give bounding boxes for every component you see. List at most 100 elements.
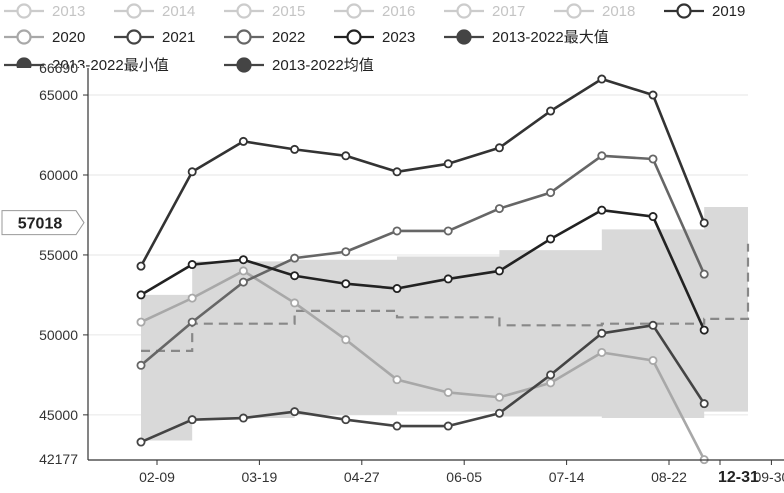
data-point[interactable] [494,143,504,153]
x-tick-label: 12-31 [718,469,759,486]
data-point[interactable] [187,317,197,327]
data-point[interactable] [699,269,709,279]
data-point[interactable] [290,253,300,263]
series-2023 [136,205,709,335]
y-tick-label: 50000 [39,327,78,343]
data-point[interactable] [136,437,146,447]
data-point[interactable] [290,407,300,417]
legend-item-2017[interactable]: 2017 [444,3,525,20]
x-tick-label: 09-30 [753,469,784,485]
data-point[interactable] [494,408,504,418]
legend-item-2015[interactable]: 2015 [224,3,305,20]
data-point[interactable] [494,204,504,214]
data-point[interactable] [597,347,607,357]
data-point[interactable] [648,154,658,164]
data-point[interactable] [546,370,556,380]
y-max-label: 66690 [39,60,78,76]
data-point[interactable] [392,167,402,177]
plot-margin-left [0,68,88,462]
data-point[interactable] [597,151,607,161]
data-point[interactable] [341,247,351,257]
series-line [140,154,706,367]
data-point[interactable] [546,106,556,116]
legend-label: 2022 [272,29,305,46]
data-point[interactable] [648,212,658,222]
legend-label: 2020 [52,29,85,46]
data-point[interactable] [494,266,504,276]
data-point[interactable] [494,392,504,402]
data-point[interactable] [290,144,300,154]
series-line [140,208,706,331]
y-tick-label: 60000 [39,167,78,183]
legend-marker [456,3,472,19]
data-point[interactable] [238,266,248,276]
data-point[interactable] [187,260,197,270]
legend-marker [16,29,32,45]
data-point[interactable] [597,205,607,215]
data-point[interactable] [187,415,197,425]
data-point[interactable] [290,298,300,308]
legend-item-2016[interactable]: 2016 [334,3,415,20]
data-point[interactable] [443,274,453,284]
y-tick-label: 45000 [39,407,78,423]
legend-item-2013-2022[interactable]: 2013-2022均值 [224,57,374,74]
legend-item-2013[interactable]: 2013 [4,3,85,20]
legend-label: 2013-2022均值 [272,57,374,74]
data-point[interactable] [136,290,146,300]
data-point[interactable] [341,335,351,345]
data-point[interactable] [443,226,453,236]
legend-label: 2013-2022最大值 [492,29,609,46]
data-point[interactable] [392,421,402,431]
data-point[interactable] [648,320,658,330]
data-point[interactable] [136,360,146,370]
data-point[interactable] [238,136,248,146]
legend-item-2020[interactable]: 2020 [4,29,85,46]
data-point[interactable] [238,255,248,265]
data-point[interactable] [238,277,248,287]
legend-marker [346,3,362,19]
data-point[interactable] [699,218,709,228]
series-line [140,324,706,444]
data-point[interactable] [443,387,453,397]
legend-label: 2021 [162,29,195,46]
legend-item-2022[interactable]: 2022 [224,29,305,46]
x-tick-label: 08-22 [651,469,687,485]
data-point[interactable] [238,413,248,423]
data-point[interactable] [597,74,607,84]
legend-item-2014[interactable]: 2014 [114,3,195,20]
data-point[interactable] [136,261,146,271]
data-point[interactable] [699,399,709,409]
data-point[interactable] [597,328,607,338]
data-point[interactable] [187,167,197,177]
legend-item-2019[interactable]: 2019 [664,3,745,20]
legend-item-2021[interactable]: 2021 [114,29,195,46]
legend-label: 2019 [712,3,745,20]
legend-item-2013-2022[interactable]: 2013-2022最大值 [444,29,609,46]
data-point[interactable] [443,159,453,169]
data-point[interactable] [341,151,351,161]
data-point[interactable] [341,415,351,425]
data-point[interactable] [392,375,402,385]
legend-marker [126,3,142,19]
series-2021 [136,320,709,447]
data-point[interactable] [648,90,658,100]
legend-item-2023[interactable]: 2023 [334,29,415,46]
data-point[interactable] [187,293,197,303]
x-tick-label: 03-19 [241,469,277,485]
data-point[interactable] [546,378,556,388]
data-point[interactable] [699,325,709,335]
legend-marker [16,3,32,19]
data-point[interactable] [136,317,146,327]
data-point[interactable] [392,226,402,236]
cursor-value-tag: 57018 [1,210,85,236]
data-point[interactable] [546,234,556,244]
data-point[interactable] [290,271,300,281]
data-point[interactable] [341,279,351,289]
data-point[interactable] [648,355,658,365]
data-point[interactable] [443,421,453,431]
data-point[interactable] [392,284,402,294]
legend-marker [236,3,252,19]
legend-item-2018[interactable]: 2018 [554,3,635,20]
data-point[interactable] [546,188,556,198]
